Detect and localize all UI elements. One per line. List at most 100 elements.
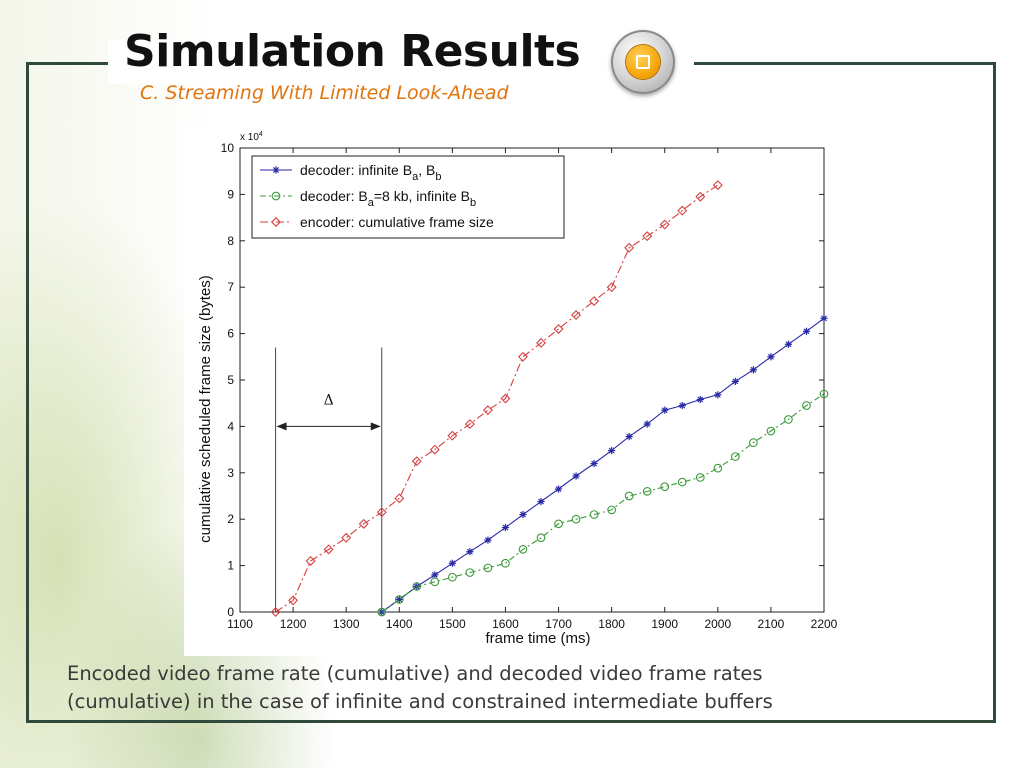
series-1-marker bbox=[624, 491, 634, 501]
legend-subscript: b bbox=[435, 171, 441, 183]
series-2-marker bbox=[589, 296, 600, 307]
x-tick-label: 1600 bbox=[492, 617, 519, 631]
legend-entry-2: encoder: cumulative frame size bbox=[300, 214, 494, 230]
series-0-marker-d2 bbox=[821, 315, 827, 322]
series-1-marker bbox=[642, 487, 652, 496]
square-icon bbox=[636, 55, 650, 69]
series-0-marker-d2 bbox=[661, 407, 668, 414]
series-2-marker bbox=[376, 507, 387, 518]
y-tick-label: 7 bbox=[227, 280, 234, 294]
series-0-marker-d2 bbox=[697, 396, 704, 403]
series-2-marker bbox=[464, 419, 475, 430]
series-2-marker bbox=[624, 242, 635, 253]
series-2-marker bbox=[358, 518, 369, 529]
badge-orange-disc bbox=[626, 45, 660, 79]
series-1-marker bbox=[377, 607, 387, 617]
legend-subscript: a bbox=[412, 171, 419, 183]
y-multiplier-label: x 104 bbox=[240, 131, 263, 143]
y-tick-label: 4 bbox=[227, 419, 234, 433]
series-0-marker-d2 bbox=[449, 560, 456, 567]
series-2-marker bbox=[712, 180, 723, 191]
series-1-marker bbox=[589, 510, 599, 519]
series-1-marker bbox=[501, 558, 510, 568]
caption-line-2: (cumulative) in the case of infinite and… bbox=[67, 690, 773, 713]
series-0-marker-d2 bbox=[466, 548, 473, 555]
series-2-marker bbox=[270, 607, 281, 617]
series-0-marker-d2 bbox=[714, 391, 721, 398]
series-2-marker bbox=[677, 205, 688, 216]
y-tick-label: 8 bbox=[227, 234, 234, 248]
series-0-marker-d2 bbox=[573, 473, 580, 479]
chart-panel: Δ 1100 1200 1300 1400 1500 1600 1700 1800 1900 20… bbox=[184, 126, 844, 656]
y-tick-label: 9 bbox=[227, 187, 234, 201]
x-tick-label: 1800 bbox=[598, 617, 625, 631]
title-badge-icon bbox=[611, 30, 675, 94]
series-0-marker-d2 bbox=[785, 341, 792, 348]
series-1-marker bbox=[695, 473, 705, 482]
x-tick-label: 2200 bbox=[811, 617, 838, 631]
legend-entry-0: decoder: infinite Ba, Bb bbox=[300, 162, 441, 183]
series-1-marker bbox=[571, 514, 581, 524]
series-0-marker-d2 bbox=[767, 353, 774, 360]
series-2-marker bbox=[447, 430, 458, 441]
delta-label: Δ bbox=[324, 392, 334, 408]
x-axis-label: frame time (ms) bbox=[486, 630, 591, 647]
y-tick-label: 2 bbox=[227, 512, 234, 526]
legend-swatch-marker-0-d2 bbox=[273, 167, 279, 173]
series-2-marker bbox=[642, 231, 653, 242]
series-0-marker-d2 bbox=[484, 537, 491, 544]
slide-caption: Encoded video frame rate (cumulative) an… bbox=[67, 660, 967, 716]
series-0-marker-d2 bbox=[555, 486, 562, 492]
series-line-2 bbox=[275, 184, 719, 613]
x-tick-label: 1500 bbox=[439, 617, 466, 631]
y-multiplier-base: x 10 bbox=[240, 132, 259, 143]
series-2-marker bbox=[517, 351, 528, 362]
x-tick-label: 2100 bbox=[758, 617, 785, 631]
y-multiplier-exponent: 4 bbox=[259, 131, 263, 138]
series-1-marker bbox=[465, 568, 475, 577]
series-1 bbox=[377, 389, 829, 617]
series-1-marker bbox=[554, 519, 563, 529]
series-1-marker bbox=[448, 572, 457, 582]
series-0-marker-d2 bbox=[502, 524, 509, 531]
legend-text: decoder: infinite B bbox=[300, 162, 412, 178]
x-tick-label: 1300 bbox=[333, 617, 360, 631]
series-0-marker-d2 bbox=[732, 378, 739, 385]
series-1-marker bbox=[802, 401, 811, 410]
series-0 bbox=[378, 314, 828, 616]
legend-entry-1: decoder: Ba=8 kb, infinite Bb bbox=[300, 188, 476, 209]
series-1-marker bbox=[819, 389, 829, 399]
series-2-marker bbox=[536, 337, 547, 348]
x-tick-label: 1200 bbox=[280, 617, 307, 631]
y-tick-label: 0 bbox=[227, 605, 234, 619]
series-2-marker bbox=[394, 493, 405, 504]
slide-title: Simulation Results bbox=[124, 26, 581, 77]
series-0-marker-d2 bbox=[608, 447, 615, 454]
series-2-marker bbox=[695, 191, 706, 202]
series-1-marker bbox=[730, 452, 740, 461]
series-0-marker-d2 bbox=[679, 402, 686, 409]
series-2-marker bbox=[571, 310, 582, 321]
legend-subscript: b bbox=[470, 197, 476, 209]
y-tick-label: 5 bbox=[227, 373, 234, 387]
series-0-marker-d2 bbox=[431, 571, 438, 578]
series-0-marker-d2 bbox=[750, 366, 757, 373]
series-0-marker-d2 bbox=[538, 498, 544, 505]
x-tick-label: 1100 bbox=[227, 617, 253, 631]
x-tick-label: 1400 bbox=[386, 617, 413, 631]
x-tick-label: 1900 bbox=[651, 617, 678, 631]
title-frame-gap bbox=[108, 40, 694, 84]
series-2-marker bbox=[305, 555, 316, 566]
y-tick-label: 6 bbox=[227, 327, 234, 341]
y-axis-label: cumulative scheduled frame size (bytes) bbox=[197, 275, 214, 543]
series-1-marker bbox=[749, 438, 758, 447]
chart-svg: Δ 1100 1200 1300 1400 1500 1600 1700 1800 1900 20… bbox=[197, 131, 838, 647]
delta-arrow-left-head bbox=[276, 422, 287, 431]
legend-text: , B bbox=[418, 162, 435, 178]
series-2-marker bbox=[429, 444, 440, 455]
series-1-marker bbox=[394, 595, 404, 604]
series-1-marker bbox=[536, 533, 546, 543]
series-1-marker bbox=[713, 463, 723, 473]
series-2-marker bbox=[411, 456, 422, 467]
series-line-0 bbox=[381, 317, 825, 613]
